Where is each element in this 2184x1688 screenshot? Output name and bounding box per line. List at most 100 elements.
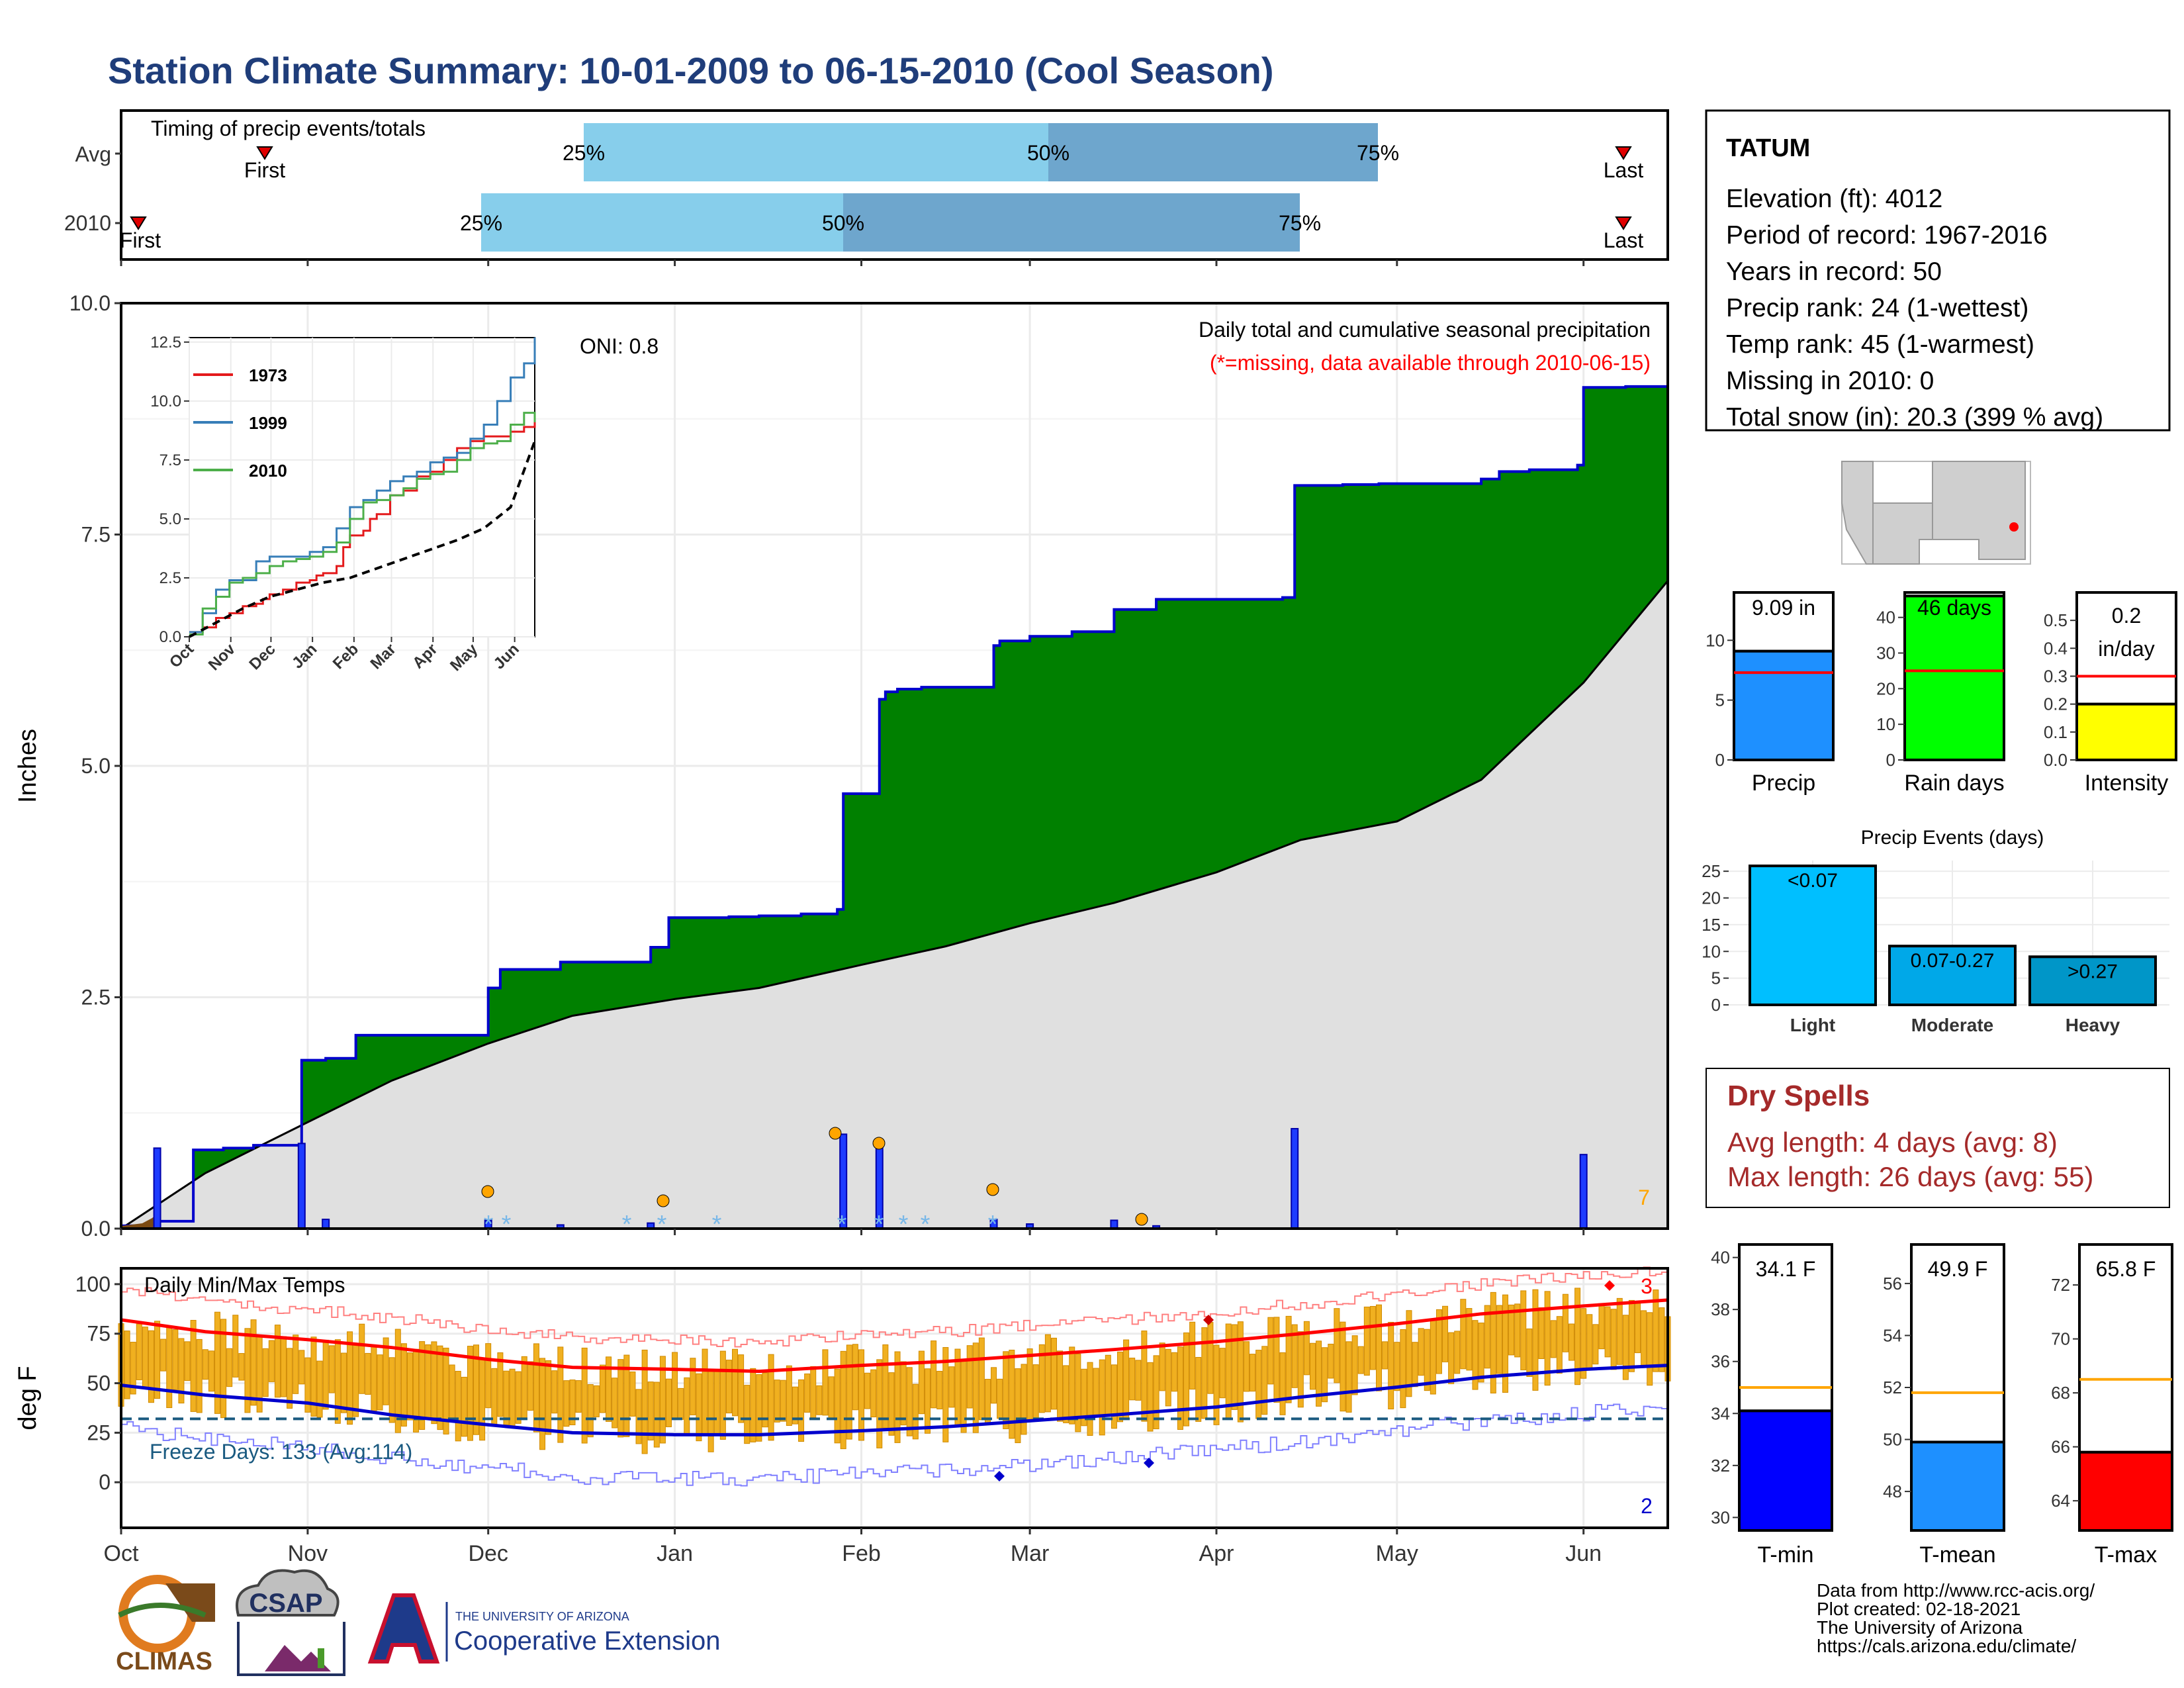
temp-y-tick-label: 50	[1883, 1430, 1902, 1450]
precip-events-chart: Precip Events (days) <0.07 Light 0.07-0.27…	[1702, 827, 2169, 1035]
temp-day-bar	[202, 1349, 208, 1380]
map-states	[1841, 461, 2026, 565]
temp-day-bar	[1532, 1289, 1539, 1391]
temp-day-bar	[768, 1354, 774, 1441]
x-tick-label: Jan	[657, 1541, 693, 1566]
temp-panel-title: Daily Min/Max Temps	[144, 1273, 345, 1297]
temp-day-bar	[274, 1325, 281, 1398]
temp-day-bar	[1322, 1347, 1328, 1403]
temp-y-tick-label: 54	[1883, 1325, 1902, 1345]
event-category-label: Heavy	[2066, 1015, 2120, 1035]
summary-y-tick-label: 0.1	[2044, 722, 2068, 742]
temp-day-bar	[172, 1329, 179, 1390]
temp-day-bar	[262, 1348, 269, 1397]
footer-university: The University of Arizona	[1817, 1617, 2023, 1638]
temp-day-bar	[732, 1348, 739, 1417]
temp-day-bar	[647, 1382, 654, 1440]
temp-day-bar	[1556, 1316, 1563, 1374]
summary-bar-precip: 9.09 in 0 5 10 Precip	[1706, 591, 1835, 796]
temp-y-tick-label: 72	[2051, 1275, 2070, 1295]
temp-summary-t-mean: 49.9 F 48 50 52 54 56 T-mean	[1883, 1243, 2005, 1568]
y-tick-label: 75	[87, 1322, 111, 1346]
locator-map	[1841, 461, 2031, 565]
temp-day-bar	[310, 1336, 317, 1417]
temp-day-bar	[1616, 1297, 1623, 1365]
temp-y-label: deg F	[14, 1366, 42, 1430]
oni-label: ONI: 0.8	[580, 334, 659, 358]
temp-day-bar	[124, 1331, 130, 1399]
dry-spells-frame	[1706, 1068, 2170, 1208]
temp-day-bar	[1165, 1348, 1171, 1407]
temp-day-bar	[581, 1347, 588, 1444]
temp-day-bar	[1141, 1331, 1148, 1422]
temp-summary-bar-charts: 34.1 F 30 32 34 36 38 40 T-min 49.9 F 48 50 52 54 56 T…	[1711, 1243, 2173, 1568]
temp-day-bar	[1159, 1342, 1165, 1391]
temp-day-bar	[882, 1344, 889, 1429]
temp-day-bar	[635, 1389, 642, 1444]
summary-value-label: 9.09 in	[1752, 596, 1815, 620]
temp-day-bar	[936, 1370, 943, 1409]
temp-day-bar	[1628, 1299, 1635, 1372]
temp-bar-label: T-mean	[1919, 1542, 1995, 1568]
temp-panel: 0 25 50 75 100 deg F Daily Min/Max Temps Fre…	[14, 1266, 1671, 1529]
temp-day-bar	[1219, 1348, 1226, 1399]
temp-day-bar	[1123, 1339, 1130, 1421]
temp-day-bar	[1604, 1306, 1611, 1358]
temp-day-bar	[1562, 1293, 1569, 1352]
daily-precip-bar	[297, 1143, 306, 1230]
temp-day-bar	[509, 1368, 516, 1427]
timing-2010-row-label: 2010	[64, 211, 111, 235]
temp-day-bar	[1183, 1332, 1190, 1427]
temp-day-bar	[918, 1350, 925, 1415]
temp-value-box	[2078, 1243, 2173, 1454]
timing-avg-first-marker	[256, 146, 273, 160]
events-plot: <0.07 Light 0.07-0.27 Moderate >0.27 Heavy 0 5 1…	[1702, 861, 2169, 1035]
events-title: Precip Events (days)	[1861, 827, 2044, 849]
temp-day-bar	[966, 1345, 973, 1409]
temp-day-bar	[780, 1380, 786, 1422]
temp-day-bar	[1237, 1321, 1244, 1423]
y-tick-label: 25	[87, 1421, 111, 1444]
temp-day-bar	[1189, 1321, 1196, 1390]
summary-y-tick-label: 0.4	[2044, 638, 2068, 658]
temp-day-bar	[629, 1371, 636, 1417]
station-snow: Total snow (in): 20.3 (399 % avg)	[1726, 403, 2103, 432]
temp-day-bar	[1569, 1323, 1575, 1361]
y-tick-label: 10.0	[69, 291, 111, 315]
temp-day-bar	[997, 1378, 1003, 1419]
temp-day-bar	[1057, 1350, 1064, 1422]
temp-day-bar	[1653, 1289, 1659, 1372]
temp-day-bar	[942, 1347, 949, 1442]
temp-day-bar	[1610, 1309, 1617, 1370]
temp-day-bar	[551, 1370, 558, 1414]
summary-y-tick-label: 20	[1876, 679, 1895, 698]
temp-day-bar	[328, 1345, 335, 1393]
temp-day-bar	[1363, 1306, 1370, 1376]
inset-legend: 1973 1999 2010	[193, 365, 287, 481]
temp-day-bar	[1273, 1317, 1280, 1403]
temp-day-bar	[756, 1374, 762, 1442]
snow-marker	[1135, 1213, 1148, 1226]
temp-y-tick-label: 36	[1711, 1352, 1730, 1372]
temp-day-bar	[707, 1370, 714, 1452]
summary-y-tick-label: 0.2	[2044, 694, 2068, 714]
record-min-count: 2	[1641, 1494, 1653, 1518]
temp-day-bar	[1514, 1303, 1521, 1358]
missing-marker: *	[899, 1211, 909, 1239]
temp-day-bar	[1250, 1354, 1256, 1392]
page-title: Station Climate Summary: 10-01-2009 to 0…	[108, 50, 1274, 91]
temp-day-bar	[948, 1366, 955, 1408]
inset-lines	[189, 337, 536, 638]
x-tick-label: May	[1376, 1541, 1418, 1566]
temp-day-bar	[762, 1372, 768, 1428]
temp-day-bar	[1357, 1346, 1364, 1374]
temp-day-bar	[972, 1342, 979, 1433]
temp-day-bar	[1087, 1362, 1093, 1436]
temp-day-bar	[888, 1372, 895, 1436]
event-range-label: >0.27	[2068, 961, 2118, 982]
temp-day-bar	[569, 1380, 576, 1425]
footer-plot-date: Plot created: 02-18-2021	[1817, 1599, 2021, 1619]
summary-y-tick-label: 0.0	[2044, 750, 2068, 770]
